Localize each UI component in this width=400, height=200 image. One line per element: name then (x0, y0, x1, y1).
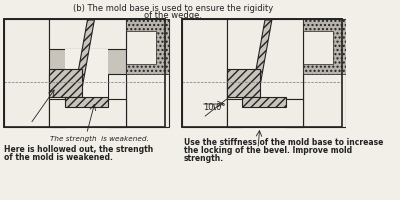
Bar (303, 20, 346, 127)
Polygon shape (303, 20, 346, 75)
Polygon shape (251, 21, 272, 98)
Bar (4, 20, 164, 127)
Text: Use the stiffness of the mold base to increase: Use the stiffness of the mold base to in… (184, 137, 383, 146)
Bar (49, 20, 126, 50)
Polygon shape (74, 21, 94, 98)
Bar (182, 20, 342, 127)
Bar (182, 20, 342, 127)
Text: of the mold is weakened.: of the mold is weakened. (4, 152, 113, 161)
Bar (286, 75, 303, 127)
Bar (4, 20, 164, 127)
Bar (126, 20, 169, 127)
Text: strength.: strength. (184, 153, 224, 162)
Polygon shape (65, 98, 108, 107)
Text: of the wedge.: of the wedge. (144, 11, 202, 20)
Polygon shape (49, 70, 82, 98)
Bar (182, 20, 227, 127)
Bar (49, 100, 126, 127)
Text: Here is hollowed out, the strength: Here is hollowed out, the strength (4, 144, 154, 153)
Polygon shape (242, 98, 286, 107)
Text: The strength  is weakened.: The strength is weakened. (50, 135, 149, 141)
Text: 10.0°: 10.0° (204, 102, 226, 111)
Text: the locking of the bevel. Improve mold: the locking of the bevel. Improve mold (184, 145, 352, 154)
Bar (227, 20, 303, 100)
Bar (108, 75, 126, 127)
Bar (227, 100, 303, 127)
Bar (227, 75, 242, 127)
Polygon shape (126, 20, 169, 75)
Bar (65, 50, 108, 100)
Text: (b) The mold base is used to ensure the rigidity: (b) The mold base is used to ensure the … (73, 4, 273, 13)
Bar (4, 20, 49, 127)
Bar (49, 75, 65, 127)
Polygon shape (227, 70, 260, 98)
